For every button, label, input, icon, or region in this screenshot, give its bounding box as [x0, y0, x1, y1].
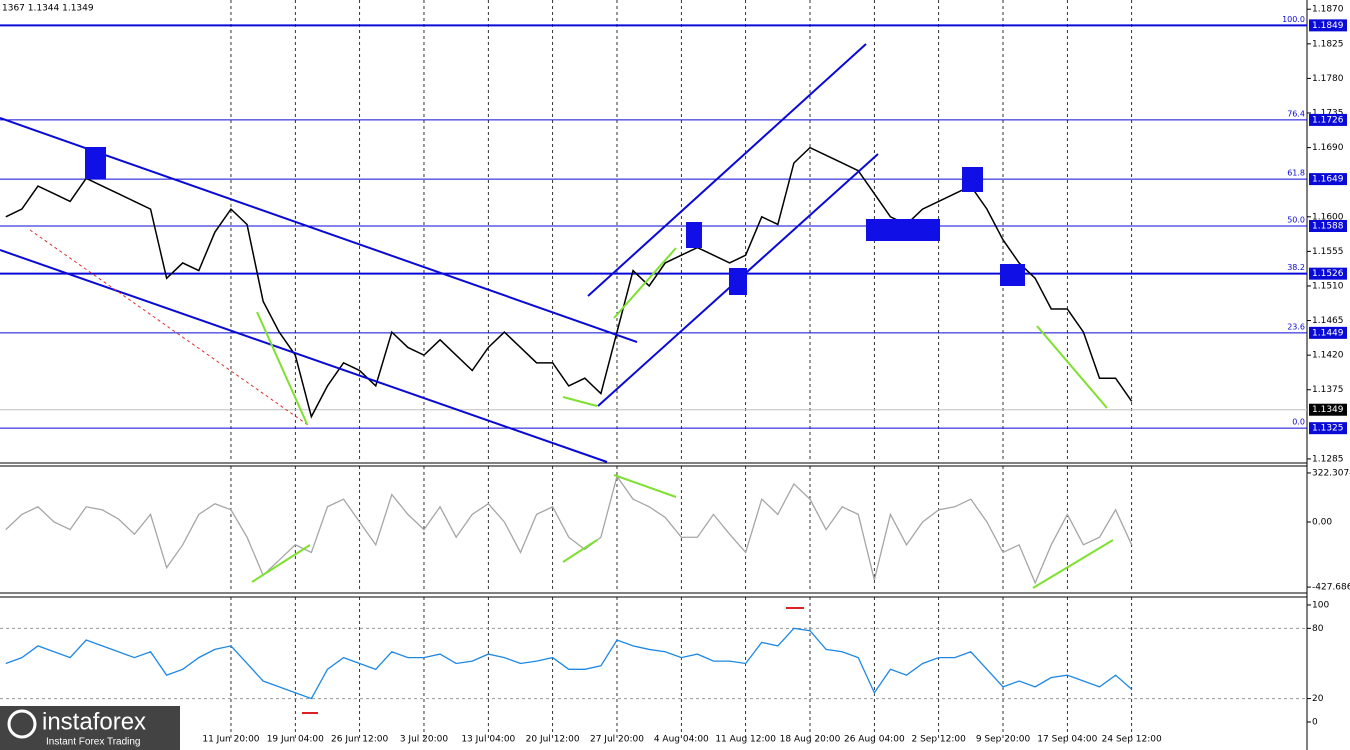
last-price: 1.1349 [1312, 405, 1344, 415]
y-tick-label: 20 [1312, 694, 1324, 704]
x-tick-label: 26 Jun 12:00 [331, 735, 388, 745]
fib-percent: 23.6 [1287, 322, 1305, 331]
y-tick-label: 1.1825 [1312, 39, 1344, 49]
price-box [1309, 220, 1347, 233]
fib-price: 1.1849 [1312, 21, 1344, 31]
x-tick-label: 13 Jul 04:00 [461, 735, 515, 745]
divergence [562, 396, 598, 407]
fib-price: 1.1526 [1312, 269, 1344, 279]
x-tick-label: 9 Sep 20:00 [976, 735, 1031, 745]
fib-percent: 38.2 [1287, 263, 1305, 272]
fib-percent: 100.0 [1282, 15, 1305, 24]
divergence [613, 247, 677, 319]
divergence [256, 311, 308, 425]
y-tick-label: 322.3074 [1312, 468, 1350, 478]
fib-price: 1.1588 [1312, 222, 1344, 232]
rsi-markers [302, 607, 804, 714]
divergence [1036, 325, 1108, 409]
y-tick-label: 1.1780 [1312, 74, 1344, 84]
x-tick-label: 11 Jun 20:00 [202, 735, 259, 745]
x-tick-label: 18 Aug 20:00 [780, 735, 841, 745]
series-line [5, 474, 1133, 585]
fib-percent: 76.4 [1287, 109, 1305, 118]
x-tick-label: 3 Jul 20:00 [400, 735, 449, 745]
fib-price: 1.1726 [1312, 115, 1344, 125]
divergence [1032, 539, 1114, 589]
x-tick-label: 17 Sep 04:00 [1037, 735, 1097, 745]
price-box [1309, 422, 1347, 435]
marker-box [866, 219, 940, 241]
y-tick-label: 1.1870 [1312, 5, 1344, 15]
divergence [613, 474, 677, 498]
marker-box [962, 167, 983, 192]
trend-line [0, 249, 608, 463]
x-tick-label: 26 Aug 04:00 [844, 735, 905, 745]
watermark-tagline: Instant Forex Trading [46, 737, 141, 748]
divergence [251, 544, 311, 583]
y-tick-label: 80 [1312, 624, 1324, 634]
fib-price: 1.1649 [1312, 175, 1344, 185]
y-tick-label: 100 [1312, 600, 1329, 610]
y-tick-label: 1.1465 [1312, 316, 1344, 326]
price-box [1309, 173, 1347, 186]
x-tick-label: 11 Aug 12:00 [715, 735, 776, 745]
y-tick-label: 1.1600 [1312, 212, 1344, 222]
markers [85, 147, 1025, 295]
x-tick-label: 19 Jun 04:00 [267, 735, 324, 745]
y-tick-label: 1.1690 [1312, 143, 1344, 153]
y-tick-label: 1.1375 [1312, 385, 1344, 395]
y-tick-label: 1.1510 [1312, 281, 1344, 291]
series-line [5, 627, 1133, 700]
y-tick-label: 0.00 [1312, 518, 1332, 528]
watermark-logo [7, 709, 37, 739]
y-tick-label: 1.1285 [1312, 454, 1344, 464]
price-box [1309, 403, 1347, 416]
marker-box [1000, 264, 1025, 286]
y-tick-label: 0 [1312, 717, 1318, 727]
x-tick-label: 2 Sep 12:00 [911, 735, 966, 745]
price-box [1309, 19, 1347, 32]
annotations [0, 43, 879, 463]
header-info: 1367 1.1344 1.1349 [2, 4, 94, 14]
price-box [1309, 267, 1347, 280]
fib-price: 1.1449 [1312, 328, 1344, 338]
x-tick-label: 27 Jul 20:00 [590, 735, 644, 745]
fib-percent: 50.0 [1287, 216, 1305, 225]
watermark-brand: instaforex [42, 708, 146, 735]
divergence [562, 539, 598, 563]
series-line [5, 146, 1133, 419]
fib-percent: 0.0 [1292, 418, 1305, 427]
x-tick-label: 4 Aug 04:00 [654, 735, 709, 745]
y-tick-label: 1.1420 [1312, 351, 1344, 361]
marker-box [85, 147, 106, 179]
fib-percent: 61.8 [1287, 169, 1305, 178]
trend-line [587, 43, 867, 297]
x-tick-label: 20 Jul 12:00 [526, 735, 580, 745]
fib-line [29, 229, 309, 426]
divergence-lines [251, 247, 1114, 589]
price-box [1309, 113, 1347, 126]
fib-price: 1.1325 [1312, 424, 1344, 434]
y-tick-label: 1.1735 [1312, 109, 1344, 119]
marker-box [729, 268, 747, 295]
y-tick-label: -427.686 [1312, 583, 1350, 593]
y-tick-label: 1.1555 [1312, 247, 1344, 257]
marker-box [686, 222, 702, 248]
price-box [1309, 326, 1347, 339]
trend-line [0, 117, 638, 343]
x-tick-label: 24 Sep 12:00 [1102, 735, 1162, 745]
